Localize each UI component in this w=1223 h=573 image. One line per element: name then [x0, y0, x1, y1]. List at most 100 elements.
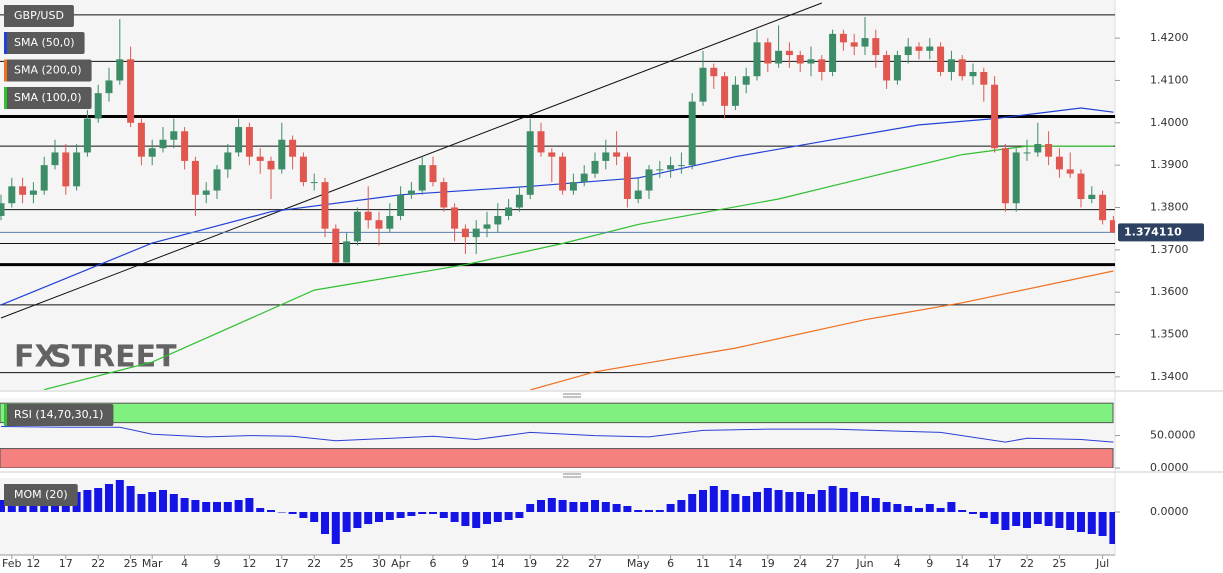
- candle-body: [980, 71, 988, 85]
- candle-body: [1023, 152, 1031, 154]
- mom-bar: [202, 502, 211, 512]
- candle-body: [559, 156, 567, 191]
- mom-bar: [321, 512, 329, 534]
- legend-label: SMA (100,0): [14, 91, 82, 104]
- candle-body: [991, 84, 999, 149]
- candle-body: [526, 131, 534, 195]
- x-tick-label: 9: [926, 557, 933, 570]
- candle-body: [926, 46, 934, 51]
- candle-body: [83, 118, 91, 153]
- candle-body: [148, 148, 156, 157]
- y-tick-label: 1.3700: [1150, 243, 1189, 256]
- mom-bar: [817, 490, 826, 512]
- mom-panel: [0, 478, 1115, 555]
- candle-body: [73, 152, 81, 187]
- candle-body: [256, 156, 264, 161]
- mom-bar: [331, 512, 340, 544]
- mom-bar: [353, 512, 362, 528]
- legend-entry: SMA (100,0): [4, 87, 92, 109]
- legend-box: [4, 5, 74, 27]
- mom-bar: [299, 512, 308, 518]
- mom-bar: [742, 496, 751, 512]
- mom-bar: [601, 502, 610, 512]
- candle-body: [62, 152, 70, 187]
- resize-grip[interactable]: [563, 393, 581, 478]
- y-tick-label: 1.3500: [1150, 328, 1189, 341]
- candle-body: [623, 156, 631, 200]
- mom-bar: [850, 492, 859, 512]
- mom-bar: [839, 488, 848, 512]
- candle-body: [742, 76, 750, 85]
- y-tick-label: 1.3900: [1150, 158, 1189, 171]
- candle-body: [764, 42, 772, 64]
- x-tick-label: 17: [988, 557, 1002, 570]
- x-tick-label: Jul: [1095, 557, 1109, 570]
- x-tick-label: 22: [556, 557, 570, 570]
- mom-bar: [591, 500, 599, 512]
- x-tick-label: 11: [696, 557, 710, 570]
- candle-body: [915, 46, 923, 51]
- candle-body: [461, 228, 469, 238]
- mom-bar: [115, 480, 124, 512]
- candle-body: [472, 228, 480, 238]
- candle-body: [591, 160, 599, 174]
- mom-bar: [1055, 512, 1064, 528]
- candle-body: [785, 50, 793, 56]
- legend-label: SMA (50,0): [14, 36, 75, 49]
- candle-body: [321, 182, 329, 229]
- mom-bar: [159, 490, 167, 512]
- candle-body: [245, 127, 253, 157]
- candle-body: [181, 131, 189, 161]
- candle-body: [580, 173, 588, 183]
- mom-bar: [537, 500, 545, 512]
- mom-bar: [1109, 512, 1115, 544]
- rsi-band: [0, 448, 1114, 468]
- y-tick-label: 0.0000: [1150, 505, 1189, 518]
- mom-bar: [169, 494, 178, 512]
- candle-body: [1045, 143, 1053, 157]
- y-tick-label: 1.3600: [1150, 285, 1189, 298]
- legend-label: SMA (200,0): [14, 64, 82, 77]
- candle-body: [904, 46, 912, 56]
- mom-bar: [148, 492, 157, 512]
- legend-label: RSI (14,70,30,1): [14, 408, 103, 421]
- mom-bar: [893, 504, 902, 512]
- candle-body: [397, 194, 405, 216]
- candle-body: [883, 55, 891, 81]
- rsi-band: [0, 402, 1114, 424]
- x-tick-label: 12: [242, 557, 256, 570]
- candle-body: [1001, 148, 1009, 204]
- x-tick-label: 30: [372, 557, 386, 570]
- mom-bar: [223, 502, 232, 512]
- candle-body: [1077, 173, 1085, 200]
- candle-body: [710, 67, 718, 77]
- candle-body: [440, 182, 448, 208]
- mom-bar: [191, 500, 200, 512]
- candle-body: [332, 228, 340, 263]
- candle-body: [602, 152, 610, 161]
- mom-bar: [1044, 512, 1053, 526]
- candle-body: [548, 152, 556, 157]
- mom-bar: [1033, 512, 1042, 524]
- x-tick-label: 14: [955, 557, 969, 570]
- mom-bar: [450, 512, 459, 522]
- candle-body: [829, 33, 837, 72]
- sma-line: [530, 270, 1114, 390]
- mom-bar: [245, 498, 254, 512]
- mom-bar: [796, 492, 805, 512]
- candle-body: [213, 169, 221, 191]
- candle-body: [353, 211, 361, 242]
- mom-bar: [94, 488, 103, 512]
- mom-bar: [385, 512, 394, 520]
- candle-body: [1055, 156, 1063, 170]
- y-tick-label: 1.4100: [1150, 73, 1189, 86]
- candle-body: [170, 131, 178, 140]
- mom-bar: [1012, 512, 1021, 526]
- y-tick-label: 1.4200: [1150, 31, 1189, 44]
- watermark-text: FX: [14, 340, 58, 375]
- x-tick-label: 9: [462, 557, 469, 570]
- mom-bar: [645, 510, 653, 512]
- candle-body: [267, 160, 275, 170]
- x-tick-label: 14: [728, 557, 742, 570]
